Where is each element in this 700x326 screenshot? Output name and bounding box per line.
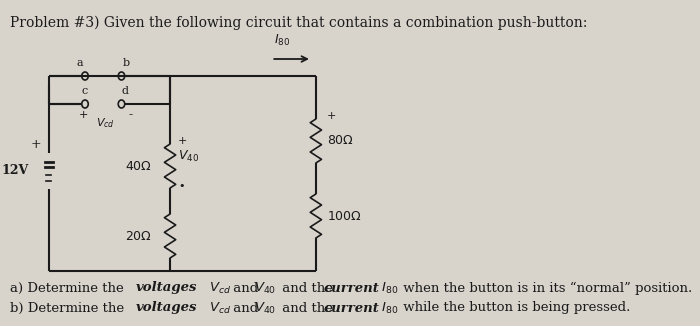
Text: and: and [229,281,262,294]
Text: while the button is being pressed.: while the button is being pressed. [399,302,631,315]
Text: and the: and the [278,281,337,294]
Text: current: current [324,302,380,315]
Text: $I_{80}$: $I_{80}$ [377,301,398,316]
Text: $40\Omega$: $40\Omega$ [125,159,152,172]
Text: voltages: voltages [135,302,197,315]
Text: d: d [121,86,128,96]
Text: a: a [77,58,83,68]
Text: when the button is in its “normal” position.: when the button is in its “normal” posit… [399,281,692,295]
Text: $I_{80}$: $I_{80}$ [274,33,290,48]
Text: $20\Omega$: $20\Omega$ [125,230,152,243]
Text: $V_{40}$: $V_{40}$ [178,148,199,164]
Text: $V_{40}$: $V_{40}$ [253,301,276,316]
Text: $V_{cd}$: $V_{cd}$ [205,280,231,296]
Text: c: c [82,86,88,96]
Text: 12V: 12V [1,165,28,177]
Text: voltages: voltages [135,281,197,294]
Text: a) Determine the: a) Determine the [10,281,129,294]
Text: Problem #3) Given the following circuit that contains a combination push-button:: Problem #3) Given the following circuit … [10,16,588,30]
Text: $V_{cd}$: $V_{cd}$ [205,301,231,316]
Text: +: + [327,111,337,121]
Text: +: + [78,110,88,120]
Text: $V_{cd}$: $V_{cd}$ [96,116,115,130]
Text: $I_{80}$: $I_{80}$ [377,280,398,296]
Text: $80\Omega$: $80\Omega$ [327,135,354,147]
Text: and the: and the [278,302,337,315]
Text: current: current [324,281,380,294]
Text: +: + [178,136,188,146]
Text: •: • [178,181,185,191]
Text: -: - [128,108,132,121]
Text: b) Determine the: b) Determine the [10,302,129,315]
Text: $100\Omega$: $100\Omega$ [327,210,362,223]
Text: $V_{40}$: $V_{40}$ [253,280,276,296]
Text: +: + [30,139,41,152]
Text: and: and [229,302,262,315]
Text: b: b [122,58,130,68]
